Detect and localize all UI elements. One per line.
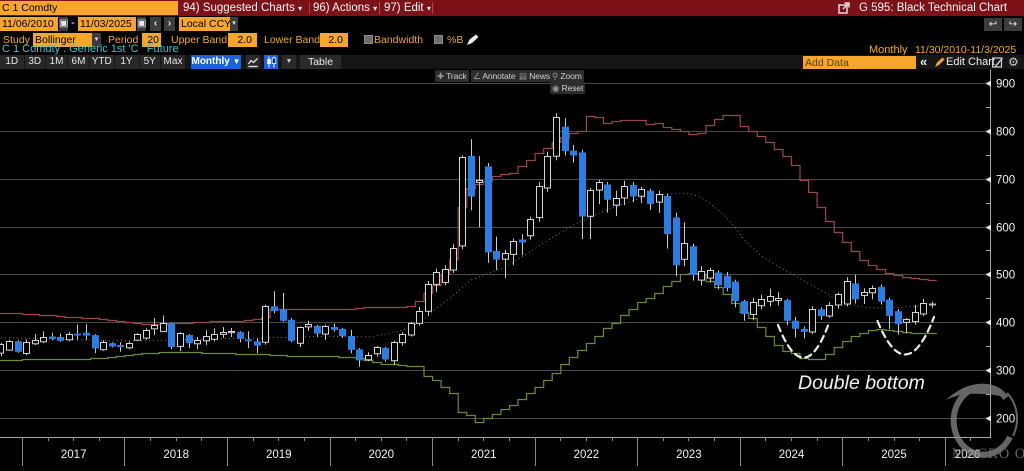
svg-text:2024: 2024 [779, 449, 805, 461]
svg-text:300: 300 [996, 366, 1015, 378]
svg-text:500: 500 [996, 270, 1015, 282]
svg-text:900: 900 [996, 79, 1015, 91]
svg-text:2020: 2020 [369, 449, 395, 461]
svg-text:2023: 2023 [676, 449, 702, 461]
svg-text:800: 800 [996, 127, 1015, 139]
svg-text:2021: 2021 [471, 449, 497, 461]
svg-text:2022: 2022 [574, 449, 600, 461]
svg-text:Double bottom: Double bottom [798, 372, 925, 394]
svg-text:2019: 2019 [266, 449, 292, 461]
svg-text:2025: 2025 [881, 449, 907, 461]
svg-text:MACRO OPS: MACRO OPS [952, 446, 1024, 462]
svg-text:2018: 2018 [163, 449, 189, 461]
svg-text:700: 700 [996, 175, 1015, 187]
svg-text:2017: 2017 [61, 449, 87, 461]
svg-text:600: 600 [996, 223, 1015, 235]
svg-text:200: 200 [996, 414, 1015, 426]
svg-text:400: 400 [996, 318, 1015, 330]
